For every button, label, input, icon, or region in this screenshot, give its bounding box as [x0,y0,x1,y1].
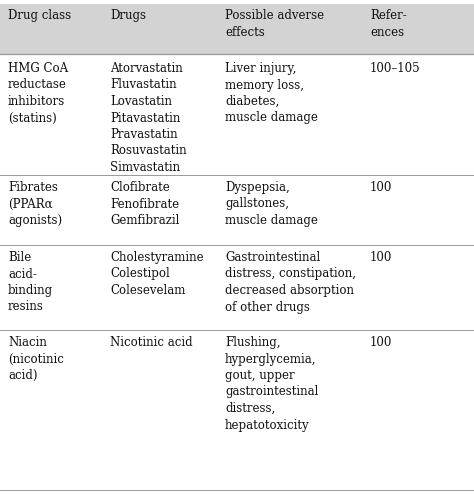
Text: HMG CoA
reductase
inhibitors
(statins): HMG CoA reductase inhibitors (statins) [8,62,68,124]
Text: Gastrointestinal
distress, constipation,
decreased absorption
of other drugs: Gastrointestinal distress, constipation,… [225,251,356,313]
Text: Fibrates
(PPARα
agonists): Fibrates (PPARα agonists) [8,181,62,227]
Text: Flushing,
hyperglycemia,
gout, upper
gastrointestinal
distress,
hepatotoxicity: Flushing, hyperglycemia, gout, upper gas… [225,336,319,432]
Text: Liver injury,
memory loss,
diabetes,
muscle damage: Liver injury, memory loss, diabetes, mus… [225,62,318,124]
Text: Drug class: Drug class [8,9,71,22]
Text: 100: 100 [370,181,392,194]
Text: Drugs: Drugs [110,9,146,22]
Text: Niacin
(nicotinic
acid): Niacin (nicotinic acid) [8,336,64,382]
Text: Clofibrate
Fenofibrate
Gemfibrazil: Clofibrate Fenofibrate Gemfibrazil [110,181,179,227]
Text: 100: 100 [370,251,392,264]
Bar [0,4,474,54]
Text: Nicotinic acid: Nicotinic acid [110,336,192,349]
Text: 100: 100 [370,336,392,349]
Text: Refer-
ences: Refer- ences [370,9,407,39]
Text: Bile
acid-
binding
resins: Bile acid- binding resins [8,251,53,313]
Text: 100–105: 100–105 [370,62,420,75]
Text: Dyspepsia,
gallstones,
muscle damage: Dyspepsia, gallstones, muscle damage [225,181,318,227]
Text: Cholestyramine
Colestipol
Colesevelam: Cholestyramine Colestipol Colesevelam [110,251,204,297]
Text: Atorvastatin
Fluvastatin
Lovastatin
Pitavastatin
Pravastatin
Rosuvastatin
Simvas: Atorvastatin Fluvastatin Lovastatin Pita… [110,62,187,174]
Text: Possible adverse
effects: Possible adverse effects [225,9,324,39]
